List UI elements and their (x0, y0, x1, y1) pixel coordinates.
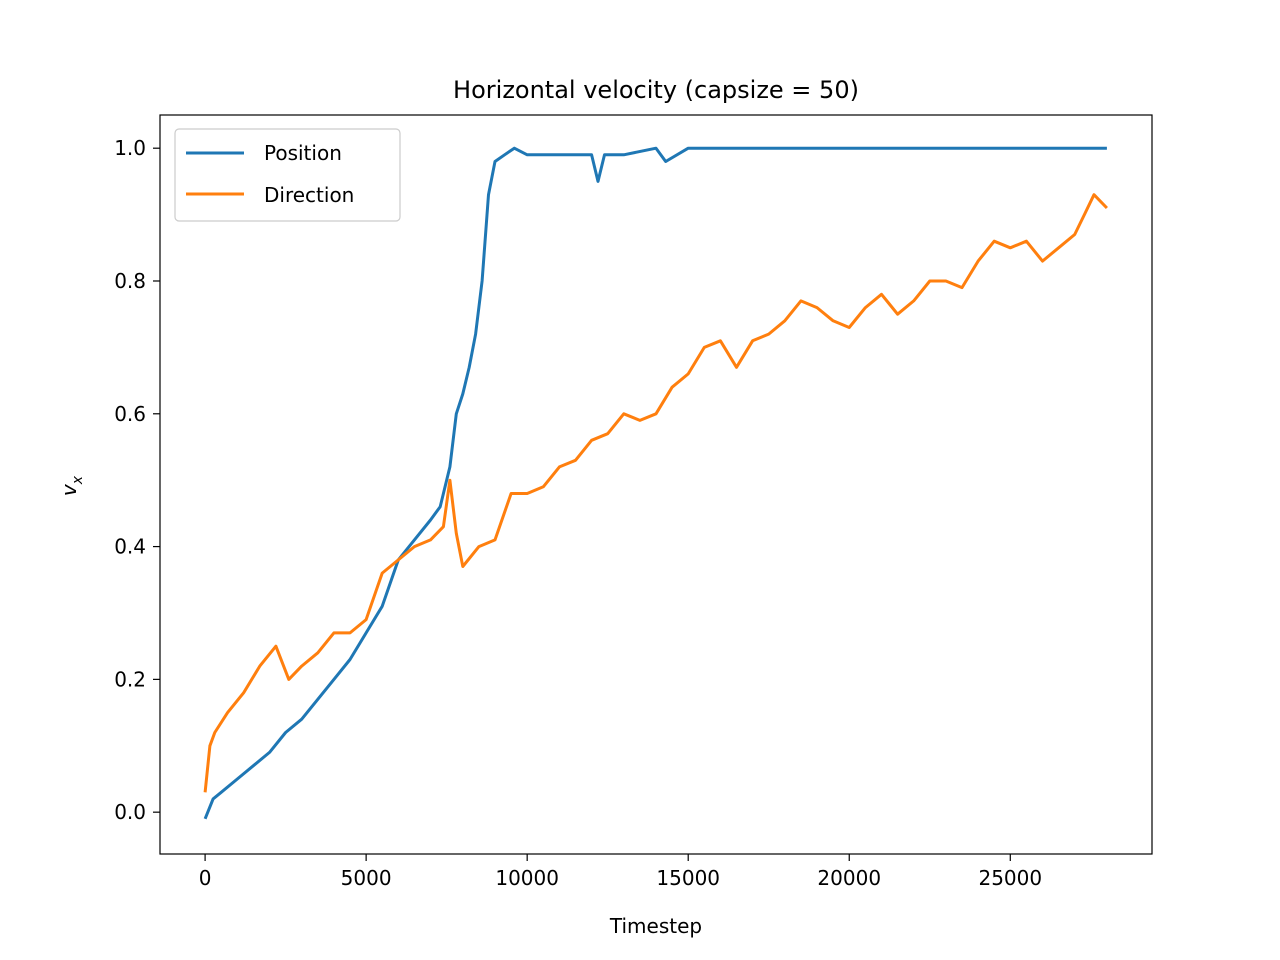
svg-text:vx: vx (57, 475, 86, 496)
y-tick-label: 0.8 (114, 269, 146, 293)
y-axis-label: vx (57, 475, 86, 496)
y-tick-label: 0.6 (114, 402, 146, 426)
x-axis: 0 5000 10000 15000 20000 25000 (199, 854, 1042, 890)
legend-label-position: Position (264, 141, 342, 165)
y-tick-label: 0.0 (114, 800, 146, 824)
y-tick-label: 1.0 (114, 136, 146, 160)
series-line-direction (203, 193, 1108, 793)
chart-title: Horizontal velocity (capsize = 50) (453, 76, 859, 104)
x-tick-label: 15000 (656, 866, 720, 890)
y-axis-label-sub: x (70, 475, 86, 485)
legend: Position Direction (174, 128, 401, 222)
y-tick-label: 0.2 (114, 667, 146, 691)
x-tick-label: 10000 (495, 866, 559, 890)
x-tick-label: 25000 (978, 866, 1042, 890)
x-tick-label: 5000 (341, 866, 392, 890)
plot-frame (159, 114, 1153, 855)
x-axis-label: Timestep (609, 914, 702, 938)
x-tick-label: 20000 (817, 866, 881, 890)
series-line-position (203, 146, 1107, 820)
plot-area (160, 115, 1152, 854)
y-tick-label: 0.4 (114, 535, 146, 559)
y-axis: 0.0 0.2 0.4 0.6 0.8 1.0 (114, 136, 160, 824)
y-axis-label-main: v (57, 483, 81, 496)
x-tick-label: 0 (199, 866, 212, 890)
series-layer (203, 146, 1108, 820)
legend-label-direction: Direction (264, 183, 354, 207)
